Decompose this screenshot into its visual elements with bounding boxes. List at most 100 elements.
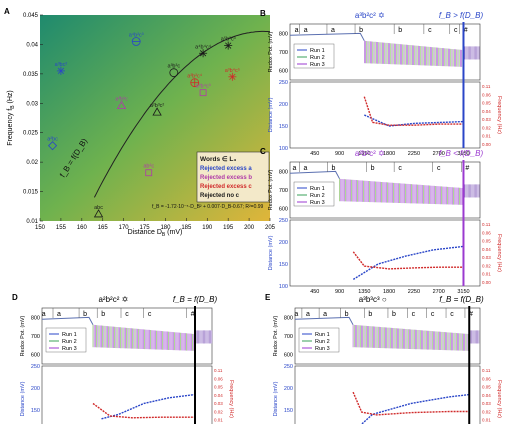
right-y-tick-label: 0.02	[482, 409, 491, 414]
input-letter: c	[450, 311, 454, 318]
bottom-y-tick-label: 250	[284, 364, 293, 370]
condition-label: f_B = f(D_B)	[173, 295, 218, 304]
x-tick-label: 160	[77, 225, 88, 231]
panel-a: A 150 155 160 165 170 175 180 185 190 195 200 205 0.…	[4, 7, 276, 238]
right-y-tick-label: 0.06	[482, 92, 491, 97]
bottom-y-tick-label: 100	[279, 146, 288, 152]
legend-entry: Rejected no c	[200, 193, 240, 199]
input-letter: b	[332, 165, 336, 172]
x-tick-label: 190	[202, 225, 213, 231]
x-tick-label: 2250	[408, 151, 420, 157]
top-y-label: Redox Pot. (mV)	[273, 316, 279, 357]
right-y-tick-label: 0.00	[482, 142, 491, 147]
point-label: a³b³c	[168, 64, 181, 70]
input-letter: c	[437, 165, 441, 172]
top-y-label: Redox Pot. (mV)	[268, 32, 274, 73]
right-y-tick-label: 0.03	[482, 255, 491, 260]
data-point: a²bc	[47, 137, 58, 151]
redox-trace	[41, 316, 94, 326]
distance-axis-label: Distance (mV)	[268, 235, 274, 270]
oscillation-band	[352, 324, 480, 351]
top-y-label: Redox Pot. (mV)	[20, 316, 26, 357]
y-tick-label: 0.02	[26, 160, 38, 166]
x-tick-label: 3150	[457, 151, 469, 157]
right-y-tick-label: 0.05	[482, 239, 491, 244]
bottom-y-tick-label: 200	[31, 386, 40, 392]
y-tick-label: 0.015	[23, 190, 39, 196]
top-y-tick-label: 600	[279, 69, 288, 75]
redox-trace	[289, 170, 341, 180]
input-letter: c	[398, 165, 402, 172]
legend-entry: Run 3	[315, 346, 330, 352]
input-letter: a	[42, 311, 46, 318]
distance-frequency-frame	[289, 81, 481, 149]
legend-entry: Run 1	[315, 332, 330, 338]
frequency-series	[363, 96, 464, 126]
y-tick-label: 0.025	[23, 131, 39, 137]
redox-trace	[289, 32, 365, 42]
x-tick-label: 1800	[383, 289, 395, 295]
legend-entry: Rejected excess b	[200, 175, 252, 181]
legend-entry: Run 1	[62, 332, 77, 338]
input-letter: c	[125, 311, 129, 318]
bottom-y-tick-label: 200	[279, 240, 288, 246]
y-tick-label: 0.045	[23, 13, 39, 19]
x-tick-label: 165	[98, 225, 109, 231]
run-legend	[293, 43, 335, 69]
x-tick-label: 205	[265, 225, 276, 231]
input-letter: a	[57, 311, 61, 318]
top-y-label: Redox Pot. (mV)	[268, 170, 274, 211]
top-y-tick-label: 700	[284, 334, 293, 340]
right-y-tick-label: 0.05	[214, 385, 223, 390]
input-letter: b	[359, 27, 363, 34]
input-letter: c	[431, 311, 435, 318]
input-letter: c	[148, 311, 152, 318]
right-y-tick-label: 0.03	[482, 401, 491, 406]
distance-frequency-frame	[289, 219, 481, 287]
right-y-tick-label: 0.06	[214, 376, 223, 381]
distance-series	[364, 114, 464, 127]
x-tick-label: 1350	[358, 289, 370, 295]
oscillation-band	[92, 324, 213, 351]
x-tick-label: 200	[244, 225, 255, 231]
data-point: a⁵b³c³	[221, 36, 236, 50]
input-letter: a	[303, 165, 307, 172]
legend-entry: Rejected excess c	[200, 184, 252, 190]
x-tick-label: 2700	[433, 151, 445, 157]
legend-entry: Run 3	[310, 200, 325, 206]
word-title: a²b²c² ✡	[355, 149, 385, 158]
input-letter: b	[398, 27, 402, 34]
top-y-tick-label: 800	[284, 315, 293, 321]
x-tick-label: 185	[181, 225, 192, 231]
point-label: abc	[94, 205, 103, 211]
panel-letter: D	[12, 293, 18, 302]
distance-axis-label: Distance (mV)	[20, 381, 26, 416]
right-y-tick-label: 0.02	[482, 263, 491, 268]
data-point: a²b⁴c³	[196, 83, 211, 97]
bottom-y-tick-label: 200	[284, 386, 293, 392]
point-label: a²bc	[47, 137, 58, 143]
legend-entry: Run 3	[310, 62, 325, 68]
bottom-y-tick-label: 200	[279, 102, 288, 108]
input-letter: #	[464, 27, 468, 34]
legend-entry: Run 1	[310, 48, 325, 54]
data-point: a³b⁴c⁵	[225, 67, 240, 81]
bottom-y-tick-label: 250	[31, 364, 40, 370]
frequency-axis-label: Frequency (Hz)	[496, 234, 502, 272]
bottom-y-tick-label: 150	[284, 408, 293, 414]
input-letter: b	[371, 165, 375, 172]
top-y-tick-label: 800	[31, 315, 40, 321]
data-point: a⁴b⁴c⁴	[195, 43, 212, 58]
top-y-tick-label: 700	[31, 334, 40, 340]
input-letter: #	[191, 311, 195, 318]
top-y-tick-label: 600	[31, 353, 40, 359]
input-letter: b	[345, 311, 349, 318]
x-tick-label: 170	[119, 225, 130, 231]
input-letter: a	[295, 27, 299, 34]
x-tick-label: 150	[35, 225, 46, 231]
distance-axis-label: Distance (mV)	[273, 381, 279, 416]
right-y-tick-label: 0.05	[482, 101, 491, 106]
data-point: a²b²c⁴	[187, 73, 203, 88]
right-y-tick-label: 0.03	[482, 117, 491, 122]
